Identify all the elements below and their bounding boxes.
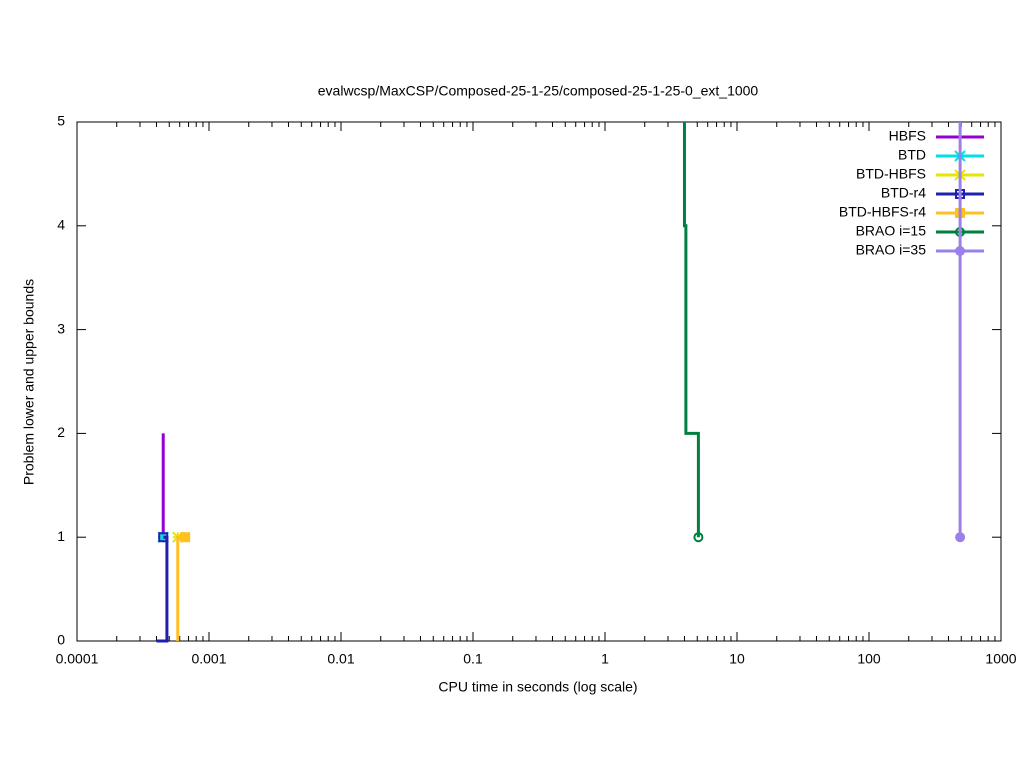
x-tick-label: 0.1 xyxy=(463,651,483,667)
legend-label: BTD-r4 xyxy=(881,185,926,201)
y-tick-label: 1 xyxy=(57,528,65,544)
x-axis-label: CPU time in seconds (log scale) xyxy=(438,679,637,695)
legend-label: BRAO i=15 xyxy=(856,223,927,239)
legend-label: BTD-HBFS xyxy=(856,166,926,182)
x-tick-label: 1000 xyxy=(985,651,1016,667)
legend-label: BTD xyxy=(898,147,926,163)
y-tick-label: 5 xyxy=(57,113,65,129)
legend-label: BRAO i=35 xyxy=(856,242,927,258)
legend-label: BTD-HBFS-r4 xyxy=(839,204,926,220)
y-axis-label: Problem lower and upper bounds xyxy=(21,279,37,485)
marker xyxy=(180,532,191,543)
chart-title: evalwcsp/MaxCSP/Composed-25-1-25/compose… xyxy=(318,83,759,99)
marker xyxy=(955,532,966,543)
legend-label: HBFS xyxy=(889,128,926,144)
plot-frame xyxy=(76,121,1002,642)
x-tick-label: 100 xyxy=(857,651,881,667)
x-tick-label: 0.001 xyxy=(191,651,226,667)
x-tick-label: 1 xyxy=(601,651,609,667)
series-line xyxy=(682,122,700,538)
y-tick-label: 2 xyxy=(57,424,65,440)
x-tick-label: 10 xyxy=(729,651,745,667)
marker xyxy=(158,532,169,543)
x-tick-label: 0.0001 xyxy=(56,651,99,667)
series-line xyxy=(156,535,169,643)
y-tick-label: 3 xyxy=(57,320,65,336)
y-tick-label: 0 xyxy=(57,632,65,648)
series-line xyxy=(176,535,186,641)
marker xyxy=(157,531,169,543)
y-tick-label: 4 xyxy=(57,217,65,233)
marker xyxy=(693,532,704,543)
x-tick-label: 0.01 xyxy=(327,651,354,667)
legend-marker xyxy=(955,246,965,256)
